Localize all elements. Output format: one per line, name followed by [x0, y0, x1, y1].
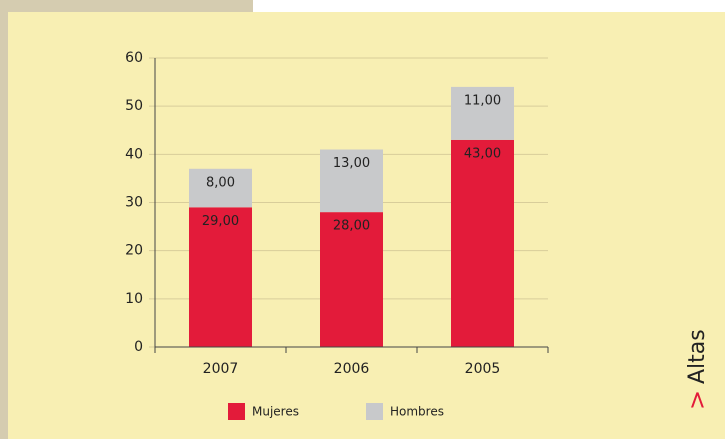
left-strip: [0, 0, 8, 439]
data-label: 43,00: [464, 146, 501, 161]
legend-label: Hombres: [390, 405, 444, 419]
top-strip: [0, 0, 253, 12]
section-marker: >: [683, 390, 711, 410]
y-tick-label: 40: [125, 146, 143, 162]
bar-segment: [189, 168, 252, 208]
bar-segment: [451, 86, 514, 140]
x-tick-label: 2007: [203, 361, 239, 377]
data-label: 11,00: [464, 93, 501, 108]
section-label: Altas: [685, 329, 710, 384]
y-tick-label: 0: [134, 339, 143, 355]
y-tick-label: 20: [125, 243, 143, 259]
x-tick-label: 2006: [334, 361, 370, 377]
bar-segment: [451, 139, 514, 347]
y-tick-label: 50: [125, 98, 143, 114]
data-label: 28,00: [333, 219, 370, 234]
y-tick-label: 60: [125, 50, 143, 66]
y-tick-label: 10: [125, 291, 143, 307]
data-label: 8,00: [206, 175, 235, 190]
bar-segment: [320, 212, 383, 347]
data-label: 29,00: [202, 214, 239, 229]
bar-segment: [189, 207, 252, 347]
x-tick-label: 2005: [465, 361, 501, 377]
legend-swatch: [228, 403, 245, 420]
legend-label: Mujeres: [252, 405, 299, 419]
bar-segment: [320, 149, 383, 213]
y-tick-label: 30: [125, 195, 143, 211]
legend-swatch: [366, 403, 383, 420]
data-label: 13,00: [333, 156, 370, 171]
